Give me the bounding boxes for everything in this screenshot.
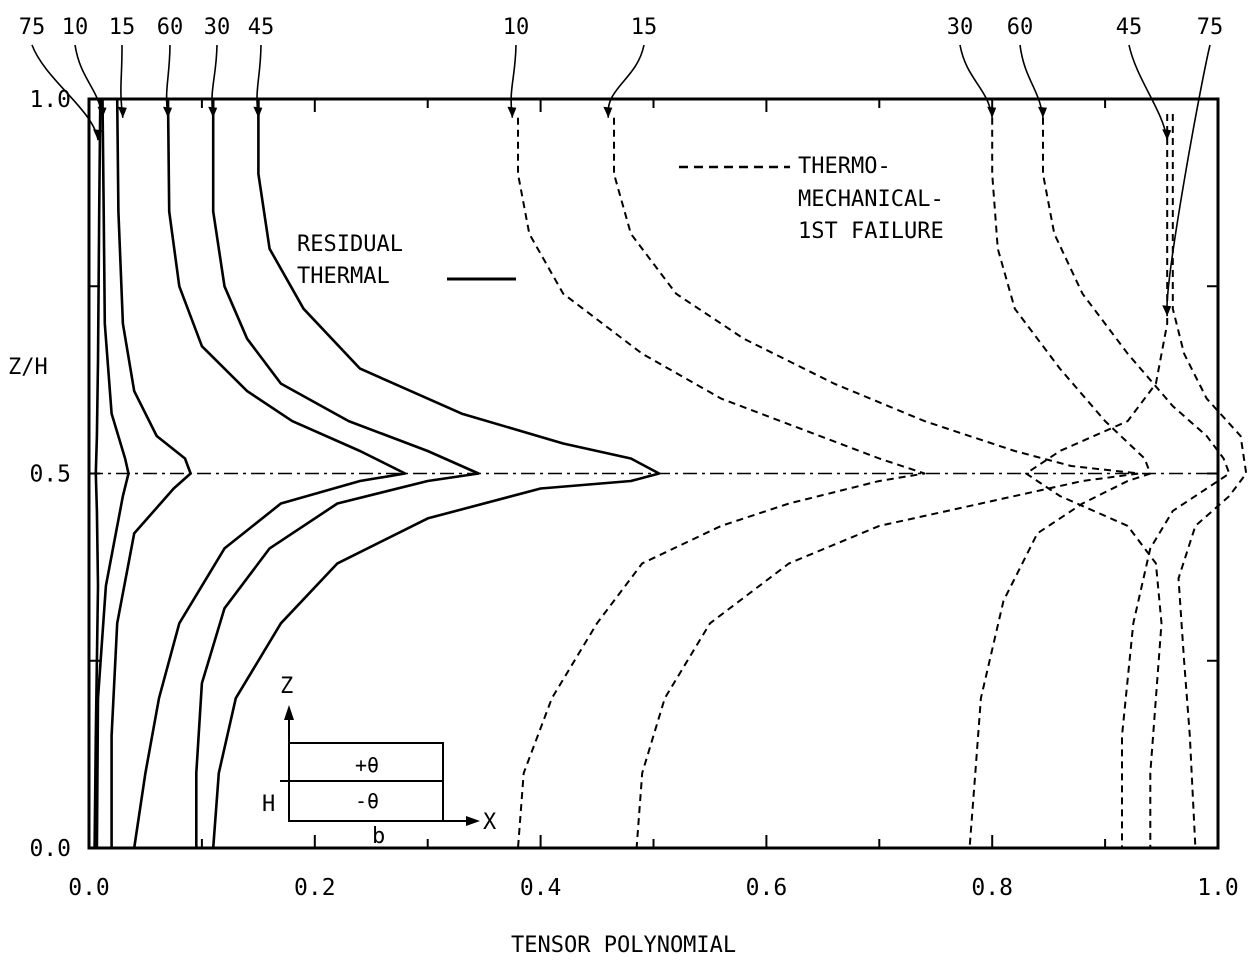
series-line-5 (211, 99, 661, 849)
plot-frame (87, 97, 1220, 850)
curve-label-arrowhead (117, 106, 127, 118)
inset-h-label: H (262, 792, 275, 817)
series-line-0 (93, 98, 102, 849)
inset-b-label: b (372, 824, 385, 849)
curve-label-arrowhead (1162, 129, 1172, 141)
inset-diagram: Z X H b +θ -θ (262, 674, 497, 849)
legend-dashed-line-1: THERMO- (798, 154, 891, 179)
curve-label-leader (510, 44, 517, 118)
inset-bottom-ply: -θ (355, 789, 379, 813)
series-line-10 (1025, 114, 1169, 848)
curve-label-leader (120, 44, 124, 118)
curve-label: 75 (19, 15, 46, 40)
series-line-11 (1171, 114, 1248, 849)
curve-label-leader (1019, 44, 1044, 118)
curve-label-arrowhead (987, 106, 997, 118)
x-tick-label: 0.6 (746, 875, 788, 901)
y-axis-title: Z/H (8, 355, 48, 380)
y-tick-label: 1.0 (29, 87, 71, 113)
legend-solid-line-1: RESIDUAL (297, 232, 403, 257)
curve-label: 30 (947, 15, 974, 40)
curve-label-arrowhead (1038, 106, 1048, 118)
x-tick-label: 0.4 (520, 875, 562, 901)
curves (93, 98, 1248, 849)
series-line-7 (613, 117, 1140, 849)
curve-label: 15 (109, 15, 136, 40)
curve-label: 45 (248, 15, 275, 40)
curve-label-arrowhead (1162, 305, 1172, 317)
series-line-6 (517, 117, 926, 849)
legend-solid-line-2: THERMAL (297, 264, 390, 289)
axis-ticks: 0.0 0.2 0.4 0.6 0.8 1.0 0.0 0.5 1.0 (29, 87, 1238, 901)
curve-label: 30 (204, 15, 231, 40)
curve-label: 75 (1197, 15, 1224, 40)
inset-z-arrow (284, 705, 294, 720)
inset-top-ply: +θ (355, 753, 379, 777)
series-line-3 (132, 98, 407, 849)
curve-label-arrowhead (603, 106, 613, 118)
legend-dashed-line-3: 1ST FAILURE (798, 219, 944, 244)
curve-label-arrowhead (163, 106, 173, 118)
curve-label-arrowhead (97, 106, 107, 118)
series-line-2 (110, 98, 192, 848)
curve-label-arrowhead (208, 106, 218, 118)
curve-label: 15 (631, 15, 658, 40)
curve-label-arrowhead (93, 129, 103, 141)
curve-label-arrowhead (253, 106, 263, 118)
curve-label-leader (1128, 44, 1168, 141)
curve-labels: 75 10 15 60 30 45 10 15 30 60 45 75 (19, 15, 1224, 317)
curve-label: 45 (1116, 15, 1143, 40)
series-line-9 (1042, 117, 1231, 848)
x-tick-label: 0.2 (294, 875, 336, 901)
curve-label-leader (1166, 44, 1211, 317)
inset-z-label: Z (280, 674, 293, 699)
series-line-4 (195, 99, 480, 848)
curve-label-arrowhead (507, 106, 517, 118)
curve-label: 60 (157, 15, 184, 40)
inset-x-arrow (466, 816, 480, 826)
curve-label: 10 (503, 15, 530, 40)
series-line-1 (95, 98, 130, 849)
series-line-8 (968, 117, 1152, 849)
curve-label: 10 (62, 15, 89, 40)
legend-dashed-line-2: MECHANICAL- (798, 187, 944, 212)
x-tick-label: 0.8 (971, 875, 1013, 901)
x-tick-label: 0.0 (68, 875, 110, 901)
y-tick-label: 0.0 (29, 836, 71, 862)
curve-label: 60 (1007, 15, 1034, 40)
inset-x-label: X (483, 810, 497, 835)
x-tick-label: 1.0 (1197, 875, 1239, 901)
curve-label-leader (607, 44, 645, 118)
y-tick-label: 0.5 (29, 462, 71, 488)
x-axis-title: TENSOR POLYNOMIAL (511, 933, 736, 958)
